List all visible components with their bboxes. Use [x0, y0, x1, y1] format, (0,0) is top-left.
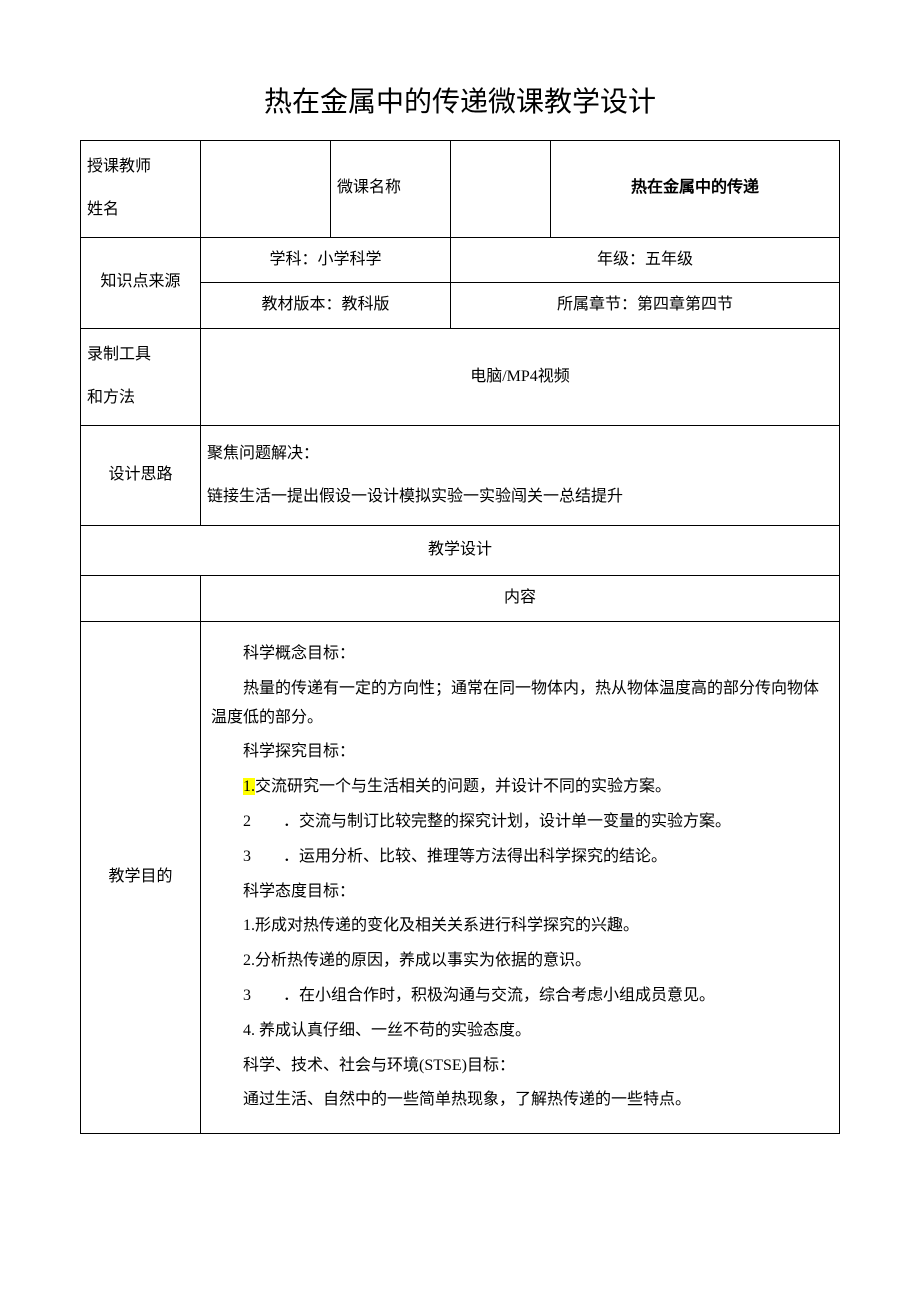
lesson-plan-table: 授课教师 姓名 微课名称 热在金属中的传递 知识点来源 学科：小学科学 年级：五… — [80, 140, 840, 1134]
course-name-value: 热在金属中的传递 — [551, 141, 840, 238]
textbook-cell: 教材版本：教科版 — [201, 283, 451, 329]
row-tools: 录制工具 和方法 电脑/MP4视频 — [81, 329, 840, 426]
grade-cell: 年级：五年级 — [451, 237, 840, 283]
teacher-label-1: 授课教师 — [87, 153, 194, 182]
obj-p6: 3 ．运用分析、比较、推理等方法得出科学探究的结论。 — [211, 843, 829, 872]
content-header: 内容 — [201, 576, 840, 622]
obj-p4: 1.交流研究一个与生活相关的问题，并设计不同的实验方案。 — [211, 773, 829, 802]
obj-p2: 热量的传递有一定的方向性；通常在同一物体内，热从物体温度高的部分传向物体温度低的… — [211, 675, 829, 733]
teacher-label-2: 姓名 — [87, 196, 194, 225]
obj-p4-text: 交流研究一个与生活相关的问题，并设计不同的实验方案。 — [255, 778, 671, 795]
row-objectives: 教学目的 科学概念目标： 热量的传递有一定的方向性；通常在同一物体内，热从物体温… — [81, 621, 840, 1133]
design-line2: 链接生活一提出假设一设计模拟实验一实验闯关一总结提升 — [207, 483, 833, 512]
obj-p5: 2 ．交流与制订比较完整的探究计划，设计单一变量的实验方案。 — [211, 808, 829, 837]
design-label: 设计思路 — [81, 425, 201, 526]
row-teacher: 授课教师 姓名 微课名称 热在金属中的传递 — [81, 141, 840, 238]
obj-p13: 通过生活、自然中的一些简单热现象，了解热传递的一些特点。 — [211, 1086, 829, 1115]
tools-label-1: 录制工具 — [87, 341, 194, 370]
obj-p3: 科学探究目标： — [211, 738, 829, 767]
tools-label-cell: 录制工具 和方法 — [81, 329, 201, 426]
tools-value: 电脑/MP4视频 — [201, 329, 840, 426]
obj-p10: 3 ．在小组合作时，积极沟通与交流，综合考虑小组成员意见。 — [211, 982, 829, 1011]
obj-p4-num: 1. — [243, 778, 255, 795]
teacher-value-cell — [201, 141, 331, 238]
subject-cell: 学科：小学科学 — [201, 237, 451, 283]
obj-p1: 科学概念目标： — [211, 640, 829, 669]
course-name-label: 微课名称 — [331, 141, 451, 238]
chapter-cell: 所属章节：第四章第四节 — [451, 283, 840, 329]
obj-p12: 科学、技术、社会与环境(STSE)目标： — [211, 1052, 829, 1081]
obj-p9: 2.分析热传递的原因，养成以事实为依据的意识。 — [211, 947, 829, 976]
objective-label: 教学目的 — [81, 621, 201, 1133]
obj-p8: 1.形成对热传递的变化及相关关系进行科学探究的兴趣。 — [211, 912, 829, 941]
source-label: 知识点来源 — [81, 237, 201, 329]
objective-content: 科学概念目标： 热量的传递有一定的方向性；通常在同一物体内，热从物体温度高的部分… — [201, 621, 840, 1133]
tools-label-2: 和方法 — [87, 384, 194, 413]
teacher-label-cell: 授课教师 姓名 — [81, 141, 201, 238]
row-source-1: 知识点来源 学科：小学科学 年级：五年级 — [81, 237, 840, 283]
content-header-spacer — [81, 576, 201, 622]
design-content: 聚焦问题解决： 链接生活一提出假设一设计模拟实验一实验闯关一总结提升 — [201, 425, 840, 526]
design-line1: 聚焦问题解决： — [207, 440, 833, 469]
document-title: 热在金属中的传递微课教学设计 — [80, 80, 840, 120]
course-name-spacer — [451, 141, 551, 238]
obj-p11: 4. 养成认真仔细、一丝不苟的实验态度。 — [211, 1017, 829, 1046]
row-design: 设计思路 聚焦问题解决： 链接生活一提出假设一设计模拟实验一实验闯关一总结提升 — [81, 425, 840, 526]
section-header: 教学设计 — [81, 526, 840, 576]
row-content-header: 内容 — [81, 576, 840, 622]
row-section-header: 教学设计 — [81, 526, 840, 576]
obj-p7: 科学态度目标： — [211, 878, 829, 907]
